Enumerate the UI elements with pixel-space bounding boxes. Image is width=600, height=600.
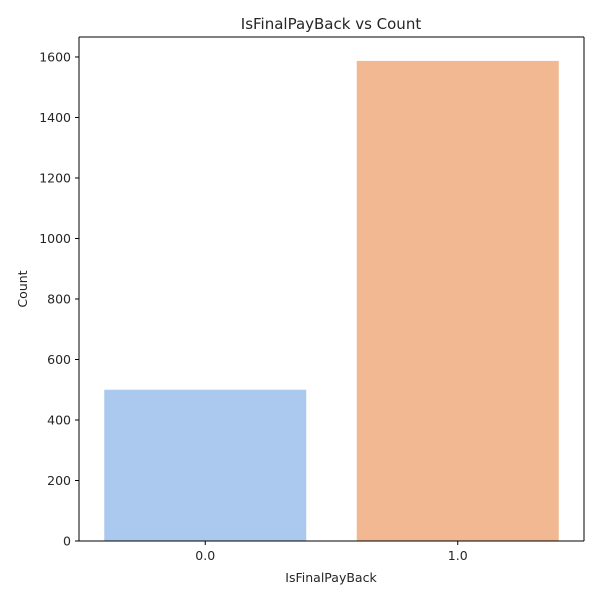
- y-tick-label: 1400: [39, 110, 71, 125]
- y-tick-label: 1600: [39, 49, 71, 64]
- y-tick-label: 200: [47, 473, 71, 488]
- x-axis-label: IsFinalPayBack: [285, 570, 377, 585]
- y-axis-label: Count: [15, 270, 30, 307]
- bars-group: [104, 60, 559, 541]
- x-ticks-group: 0.0 1.0: [195, 541, 468, 563]
- y-tick-label: 600: [47, 352, 71, 367]
- bar-1.0: [356, 60, 559, 541]
- y-ticks-group: 0 200 400 600 800 1000 1200 1400 1600: [39, 49, 79, 549]
- y-tick-label: 0: [63, 534, 71, 549]
- chart-title: IsFinalPayBack vs Count: [241, 15, 422, 33]
- y-tick-label: 1000: [39, 231, 71, 246]
- y-tick-label: 400: [47, 412, 71, 427]
- x-tick-label: 1.0: [448, 548, 468, 563]
- y-tick-label: 800: [47, 291, 71, 306]
- y-tick-label: 1200: [39, 170, 71, 185]
- bar-0.0: [104, 389, 307, 541]
- x-tick-label: 0.0: [195, 548, 215, 563]
